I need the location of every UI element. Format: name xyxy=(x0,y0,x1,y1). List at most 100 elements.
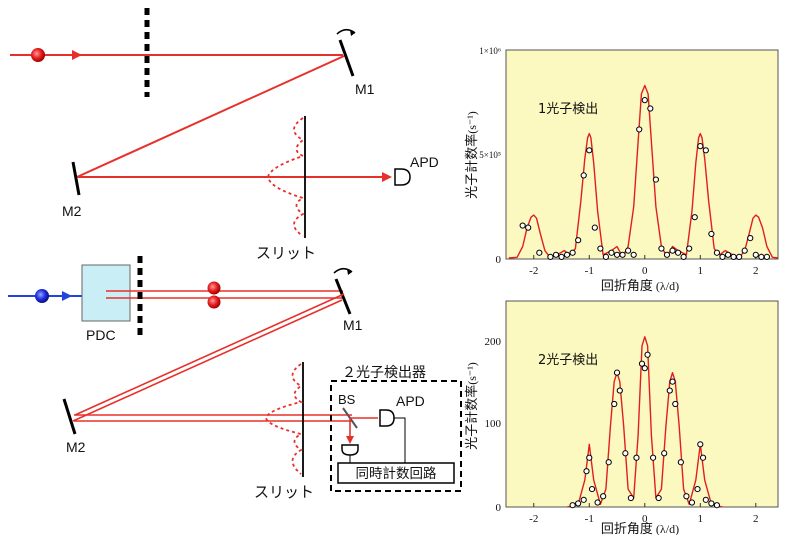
two-photon-setup: PDC M1 M2 スリット ２光子検出器 BS APD 同時計数回路 xyxy=(8,256,462,501)
rotate-arrow-icon xyxy=(336,28,356,35)
x-axis-label-2: 回折角度 (λ/d) xyxy=(601,521,679,535)
apd-detector-icon-3 xyxy=(341,444,359,456)
x-tick-2: 0 xyxy=(642,265,648,277)
diffraction-pattern-b xyxy=(265,363,304,475)
data-point xyxy=(616,387,623,394)
x-tick-4: 2 xyxy=(753,265,759,277)
chart-single-photon: 1光子検出 0 5×10⁵ 1×10⁶ -2 -1 0 1 2 光子計数率(s⁻¹) 回… xyxy=(464,46,779,294)
data-point xyxy=(586,147,593,154)
data-point xyxy=(688,499,696,506)
data-point xyxy=(580,172,587,179)
data-point xyxy=(699,454,707,461)
single-photon-setup: M1 M2 APD スリット xyxy=(10,8,439,262)
x-tick-0: -2 xyxy=(529,513,538,525)
data-point xyxy=(719,253,726,261)
pdc-label: PDC xyxy=(86,327,116,343)
plot-area-2 xyxy=(505,300,779,508)
m1-label-b: M1 xyxy=(343,317,363,333)
x-tick-3: 1 xyxy=(698,265,704,277)
x-tick-1: -1 xyxy=(585,513,594,525)
m2-label: M2 xyxy=(62,203,82,219)
data-point xyxy=(613,251,621,258)
chart-title-2: 2光子検出 xyxy=(538,353,598,368)
data-point xyxy=(600,493,607,500)
apd-label-b: APD xyxy=(396,393,425,409)
data-point xyxy=(672,400,679,408)
mirror-m1 xyxy=(338,39,355,77)
rotate-arrow-icon-b xyxy=(333,267,353,274)
data-point xyxy=(730,253,737,261)
data-point xyxy=(608,249,615,256)
data-point xyxy=(702,496,709,503)
y-tick-labels: 0 5×10⁵ 1×10⁶ xyxy=(479,46,501,266)
x-axis-label: 回折角度 (λ/d) xyxy=(601,278,679,294)
data-point xyxy=(605,459,612,466)
chart-title: 1光子検出 xyxy=(538,102,598,117)
data-point xyxy=(686,245,693,252)
wire-2 xyxy=(394,417,406,463)
data-point xyxy=(647,105,654,112)
data-point xyxy=(677,459,684,466)
x-tick-1: -1 xyxy=(585,265,594,277)
data-point xyxy=(747,235,754,242)
mirror-m2-b xyxy=(62,398,77,435)
y-tick-1: 100 xyxy=(485,418,502,430)
data-point xyxy=(619,251,626,258)
data-point xyxy=(752,251,759,258)
x-tick-4: 2 xyxy=(753,513,759,525)
detector-title: ２光子検出器 xyxy=(342,365,426,381)
apd-label: APD xyxy=(410,154,439,170)
data-point xyxy=(569,502,576,509)
y-axis-label-text: 光子計数率 xyxy=(464,385,480,450)
data-point xyxy=(702,147,709,154)
beam-arrow xyxy=(72,50,82,60)
series-group xyxy=(508,84,779,261)
data-point xyxy=(575,500,582,507)
diagonal-beam xyxy=(76,55,345,178)
y-axis-unit: (s⁻¹) xyxy=(465,111,479,134)
apd-detector-icon-2 xyxy=(379,409,395,427)
data-point xyxy=(633,454,640,461)
pdc-crystal xyxy=(81,264,131,322)
data-point xyxy=(713,502,721,509)
bs-label: BS xyxy=(338,392,356,407)
data-point xyxy=(663,251,671,258)
data-point xyxy=(658,245,665,252)
diagonal-beam-a xyxy=(74,293,345,416)
data-point xyxy=(724,251,732,258)
diagonal-beam-b xyxy=(72,299,343,422)
data-point xyxy=(563,251,571,258)
data-point xyxy=(583,468,590,475)
series-group-2 xyxy=(566,336,723,509)
data-point xyxy=(591,224,598,231)
data-point xyxy=(683,493,690,500)
y-axis-label: 光子計数率(s⁻¹) xyxy=(464,111,480,199)
photon-icon xyxy=(31,48,45,62)
data-point xyxy=(758,253,765,261)
pump-arrow xyxy=(62,291,72,301)
mirror-m2 xyxy=(71,161,81,196)
y-tick-2: 200 xyxy=(485,336,502,348)
data-point xyxy=(625,247,632,254)
slit-label: スリット xyxy=(256,244,316,262)
data-point xyxy=(669,378,676,385)
x-axis-label-text: 回折角度 xyxy=(601,521,653,535)
x-axis-unit: (λ/d) xyxy=(656,279,679,293)
data-point xyxy=(525,224,532,231)
data-point xyxy=(708,500,715,507)
data-point xyxy=(666,387,673,394)
data-point xyxy=(536,249,543,256)
data-point xyxy=(575,237,582,244)
x-tick-labels-2: -2 -1 0 1 2 xyxy=(529,503,759,525)
data-point xyxy=(697,143,704,150)
data-point xyxy=(594,499,601,506)
data-point xyxy=(611,400,618,408)
y-axis-label-text: 光子計数率 xyxy=(464,134,480,199)
data-point xyxy=(741,247,748,254)
data-point xyxy=(674,249,682,256)
x-tick-labels: -2 -1 0 1 2 xyxy=(529,255,759,277)
two-photon-detector-box xyxy=(330,380,462,492)
x-tick-2: 0 xyxy=(642,513,648,525)
data-point xyxy=(547,253,554,261)
x-axis-unit: (λ/d) xyxy=(656,522,679,535)
